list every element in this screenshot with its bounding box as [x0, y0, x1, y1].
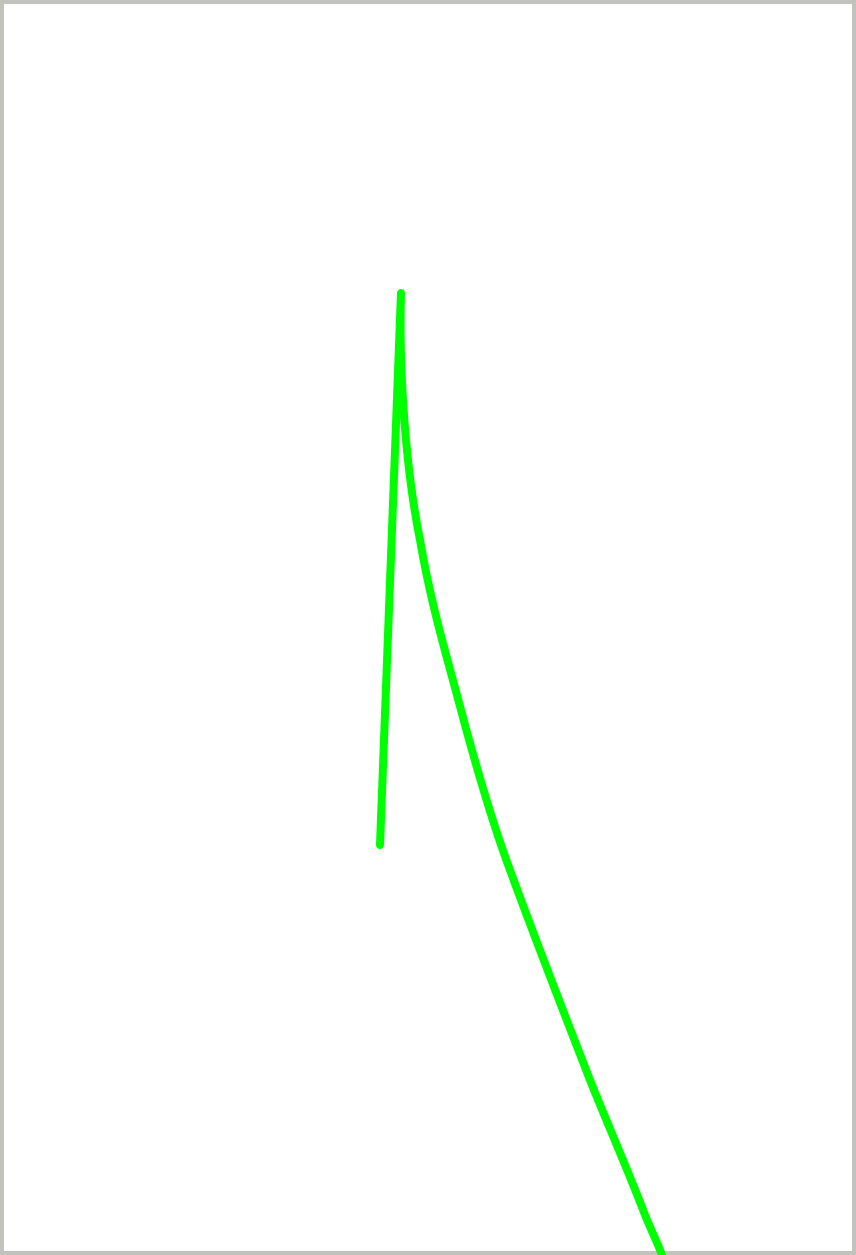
drawn-stroke [376, 289, 666, 1255]
